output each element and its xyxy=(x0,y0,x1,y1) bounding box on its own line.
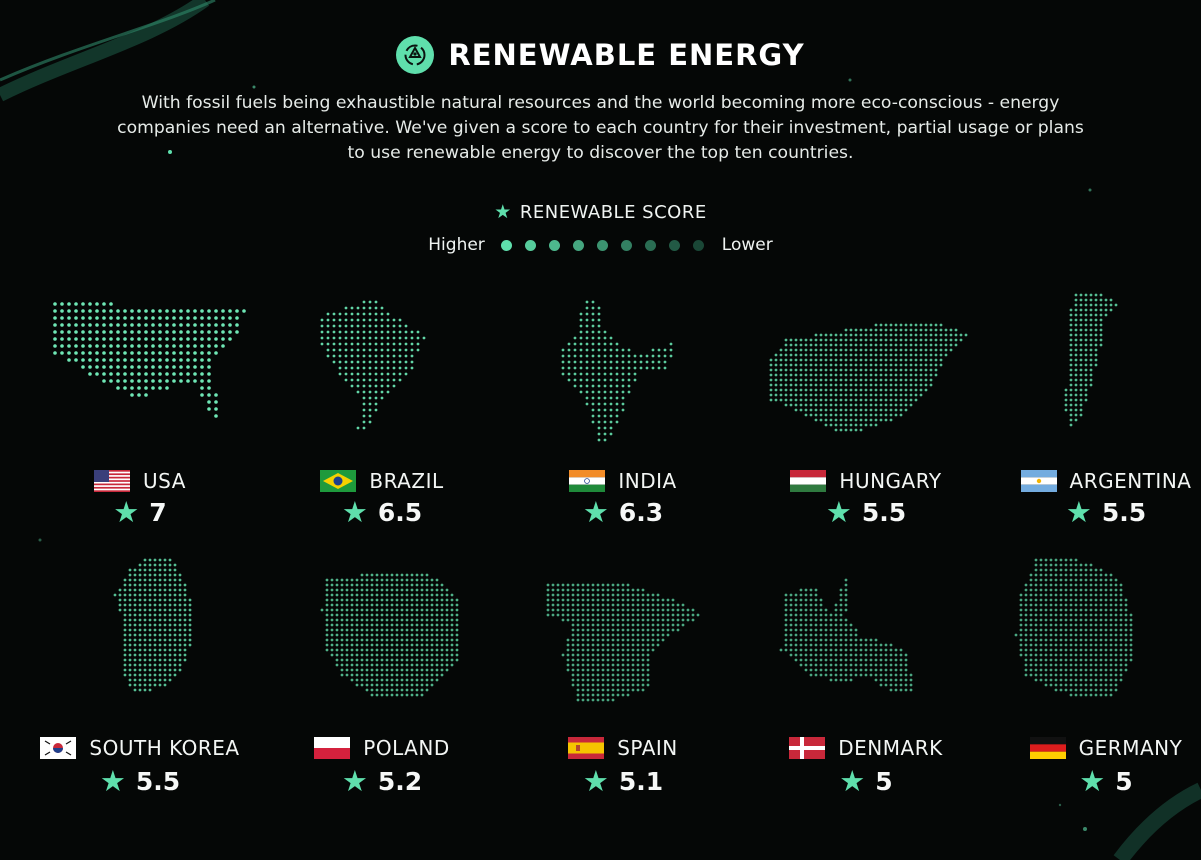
scale-dot xyxy=(500,239,512,251)
hungary-flag-icon xyxy=(790,470,827,492)
star-icon: ★ xyxy=(99,764,126,798)
country-name: POLAND xyxy=(363,736,450,760)
header: RENEWABLE ENERGY With fossil fuels being… xyxy=(0,34,1201,166)
country-name: USA xyxy=(143,469,186,493)
score-scale: Higher Lower xyxy=(0,235,1201,255)
star-icon: ★ xyxy=(582,764,609,798)
country-name: HUNGARY xyxy=(839,469,942,493)
argentina-map xyxy=(1064,293,1118,427)
score-row: ★ 5.5 xyxy=(986,495,1201,529)
country-score: 6.5 xyxy=(377,498,423,527)
score-row: ★ 7 xyxy=(20,495,260,529)
country-score: 6.3 xyxy=(618,498,664,527)
star-icon: ★ xyxy=(494,201,512,223)
south-korea-map xyxy=(113,558,192,692)
country-label-row: HUNGARY xyxy=(746,469,986,493)
india-flag-icon xyxy=(569,470,606,492)
scale-dot xyxy=(644,239,656,251)
argentina-flag-icon xyxy=(1020,470,1057,492)
brazil-map xyxy=(320,300,426,430)
spain-map xyxy=(546,583,700,702)
page-title: RENEWABLE ENERGY xyxy=(448,38,805,72)
legend-title-row: ★ RENEWABLE SCORE xyxy=(0,201,1201,223)
star-icon: ★ xyxy=(113,495,140,529)
brazil-flag-icon xyxy=(320,470,357,492)
country-name: GERMANY xyxy=(1078,736,1183,760)
country-label-row: ARGENTINA xyxy=(986,469,1201,493)
country-label-row: BRAZIL xyxy=(262,469,502,493)
scale-dot xyxy=(668,239,680,251)
star-icon: ★ xyxy=(839,764,866,798)
country-label-row: INDIA xyxy=(503,469,743,493)
score-row: ★ 5 xyxy=(986,764,1201,798)
country-name: SOUTH KOREA xyxy=(89,736,240,760)
scale-dot xyxy=(572,239,584,251)
country-label-row: GERMANY xyxy=(986,736,1201,760)
country-score: 5.5 xyxy=(135,767,181,796)
star-icon: ★ xyxy=(1079,764,1106,798)
score-legend: ★ RENEWABLE SCORE Higher Lower xyxy=(0,201,1201,255)
poland-map xyxy=(320,573,459,697)
scale-dot xyxy=(524,239,536,251)
country-name: SPAIN xyxy=(617,736,678,760)
country-label-row: SPAIN xyxy=(503,736,743,760)
country-score: 5.5 xyxy=(861,498,907,527)
recycle-energy-icon xyxy=(396,36,435,74)
country-name: INDIA xyxy=(618,469,677,493)
scale-dots xyxy=(500,239,704,251)
country-score: 5 xyxy=(1115,767,1133,796)
south-korea-flag-icon xyxy=(40,737,77,759)
score-row: ★ 5.5 xyxy=(20,764,260,798)
scale-lower-label: Lower xyxy=(721,235,773,255)
country-score: 5.1 xyxy=(618,767,664,796)
country-label-row: DENMARK xyxy=(746,736,986,760)
scale-dot xyxy=(692,239,704,251)
legend-title: RENEWABLE SCORE xyxy=(519,201,707,223)
star-icon: ★ xyxy=(582,495,609,529)
score-row: ★ 5.5 xyxy=(746,495,986,529)
denmark-flag-icon xyxy=(789,737,826,759)
germany-flag-icon xyxy=(1029,737,1066,759)
poland-flag-icon xyxy=(314,737,351,759)
country-label-row: USA xyxy=(20,469,260,493)
star-icon: ★ xyxy=(341,495,368,529)
usa-flag-icon xyxy=(94,470,131,492)
country-name: ARGENTINA xyxy=(1069,469,1192,493)
denmark-map xyxy=(779,578,913,692)
country-score: 5 xyxy=(875,767,893,796)
india-map xyxy=(561,300,673,442)
title-row: RENEWABLE ENERGY xyxy=(0,34,1201,76)
country-score: 5.2 xyxy=(377,767,423,796)
score-row: ★ 6.3 xyxy=(503,495,743,529)
country-label-row: POLAND xyxy=(262,736,502,760)
usa-map xyxy=(53,302,246,418)
scale-dot xyxy=(596,239,608,251)
score-row: ★ 6.5 xyxy=(262,495,502,529)
scale-dot xyxy=(548,239,560,251)
scale-dot xyxy=(620,239,632,251)
country-name: DENMARK xyxy=(838,736,943,760)
spain-flag-icon xyxy=(568,737,605,759)
country-score: 5.5 xyxy=(1101,498,1147,527)
country-score: 7 xyxy=(149,498,167,527)
score-row: ★ 5.2 xyxy=(262,764,502,798)
star-icon: ★ xyxy=(1065,495,1092,529)
country-label-row: SOUTH KOREA xyxy=(20,736,260,760)
star-icon: ★ xyxy=(825,495,852,529)
hungary-map xyxy=(769,323,968,432)
score-row: ★ 5 xyxy=(746,764,986,798)
description: With fossil fuels being exhaustible natu… xyxy=(117,93,1084,163)
country-name: BRAZIL xyxy=(369,469,444,493)
germany-map xyxy=(1014,558,1133,697)
scale-higher-label: Higher xyxy=(428,235,485,255)
score-row: ★ 5.1 xyxy=(503,764,743,798)
star-icon: ★ xyxy=(341,764,368,798)
